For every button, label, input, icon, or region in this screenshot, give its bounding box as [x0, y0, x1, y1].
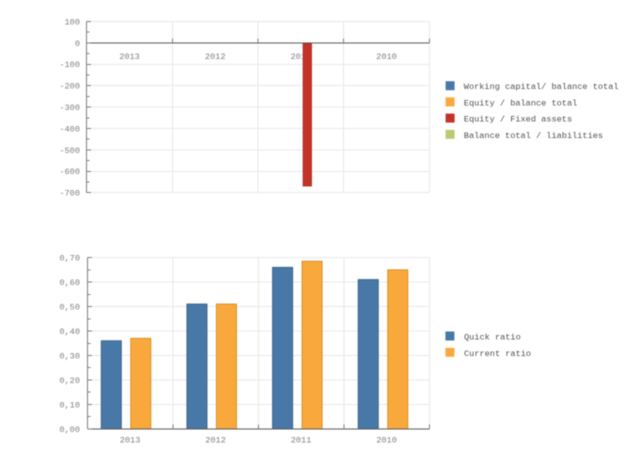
- svg-text:Working capital/ balance total: Working capital/ balance total: [464, 82, 619, 92]
- svg-text:Equity / Fixed assets: Equity / Fixed assets: [464, 115, 572, 125]
- svg-text:0,60: 0,60: [59, 278, 80, 288]
- svg-text:0,70: 0,70: [59, 254, 80, 264]
- svg-text:0: 0: [75, 39, 80, 49]
- svg-text:2011: 2011: [291, 435, 312, 445]
- svg-text:-700: -700: [59, 189, 80, 199]
- svg-text:-400: -400: [59, 124, 80, 134]
- svg-text:-200: -200: [59, 82, 80, 92]
- svg-text:2012: 2012: [205, 435, 226, 445]
- svg-text:-500: -500: [59, 146, 80, 156]
- svg-text:2012: 2012: [205, 52, 226, 62]
- svg-text:2013: 2013: [119, 52, 140, 62]
- svg-text:100: 100: [65, 17, 80, 27]
- svg-text:0,40: 0,40: [59, 327, 80, 337]
- svg-text:2010: 2010: [376, 435, 397, 445]
- svg-text:-300: -300: [59, 103, 80, 113]
- svg-text:2013: 2013: [120, 435, 141, 445]
- svg-text:-100: -100: [59, 60, 80, 70]
- svg-text:0,30: 0,30: [59, 351, 80, 361]
- svg-text:0,10: 0,10: [59, 400, 80, 410]
- svg-text:Equity / balance total: Equity / balance total: [464, 98, 577, 108]
- svg-text:Quick ratio: Quick ratio: [464, 333, 521, 343]
- svg-text:Balance total / liabilities: Balance total / liabilities: [464, 131, 603, 141]
- svg-text:Current ratio: Current ratio: [464, 349, 531, 359]
- svg-text:0,00: 0,00: [59, 425, 80, 435]
- svg-text:2011: 2011: [291, 52, 312, 62]
- svg-text:0,50: 0,50: [59, 303, 80, 313]
- svg-text:0,20: 0,20: [59, 376, 80, 386]
- svg-text:-600: -600: [59, 167, 80, 177]
- svg-text:2010: 2010: [376, 52, 397, 62]
